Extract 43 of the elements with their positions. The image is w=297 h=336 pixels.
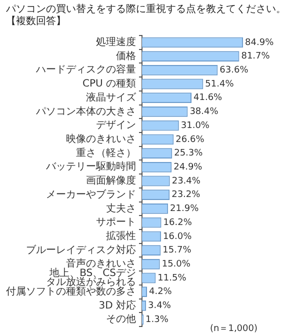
- y-tick-label: 画面解像度: [86, 174, 136, 187]
- y-tick-label: 3D 対応: [98, 299, 136, 312]
- data-label: 41.6%: [194, 93, 223, 104]
- y-tick-label: CPU の種類: [82, 78, 136, 90]
- data-label: 25.3%: [174, 148, 204, 159]
- data-label: 24.9%: [174, 162, 203, 172]
- y-tick-label: ブルーレイディスク対応: [26, 244, 136, 256]
- annotation: (n＝1,000): [210, 323, 258, 335]
- data-label: 4.2%: [149, 287, 172, 298]
- data-label: 81.7%: [241, 52, 270, 62]
- y-tick-label: その他: [106, 313, 136, 326]
- y-tick-label: 映像のきれいさ: [66, 133, 136, 146]
- data-label: 31.0%: [180, 120, 210, 131]
- data-label: 63.6%: [220, 65, 249, 76]
- y-tick-label: メーカーやブランド: [46, 188, 136, 200]
- chart-title: パソコンの買い替えをする際に重視する点を教えてください。【複数回答】: [6, 4, 287, 28]
- y-tick-label: 液晶サイズ: [86, 91, 137, 104]
- data-label: 16.2%: [163, 218, 192, 228]
- data-label: 23.2%: [172, 190, 201, 200]
- y-tick-label: サポート: [96, 217, 136, 228]
- data-label: 15.7%: [162, 246, 192, 256]
- data-label: 1.3%: [146, 314, 169, 325]
- data-label: 16.0%: [163, 232, 192, 242]
- data-label: 15.0%: [162, 259, 191, 270]
- data-label: 23.4%: [172, 176, 201, 186]
- y-tick-label: 付属ソフトの種類や数の多さ: [6, 285, 136, 298]
- data-label: 26.6%: [176, 134, 205, 145]
- data-label: 11.5%: [158, 273, 187, 284]
- y-tick-label: パソコン本体の大きさ: [35, 105, 136, 118]
- y-tick-label: 処理速度: [96, 36, 136, 48]
- y-tick-label: 音声のきれいさ: [66, 258, 136, 270]
- y-tick-label: バッテリー駆動時間: [45, 160, 136, 173]
- data-label: 21.9%: [170, 204, 200, 214]
- y-tick-label: デザイン: [96, 120, 136, 132]
- y-tick-label: 丈夫さ: [106, 202, 136, 214]
- y-tick-label: 重さ（軽さ）: [76, 146, 136, 159]
- y-tick-label: 拡張性: [106, 230, 136, 242]
- data-label: 84.9%: [245, 38, 274, 48]
- data-label: 38.4%: [190, 107, 219, 118]
- y-tick-label: ハードディスクの容量: [35, 64, 136, 76]
- y-tick-label: 価格: [116, 50, 136, 62]
- data-label: 3.4%: [148, 301, 172, 312]
- data-label: 51.4%: [205, 79, 234, 90]
